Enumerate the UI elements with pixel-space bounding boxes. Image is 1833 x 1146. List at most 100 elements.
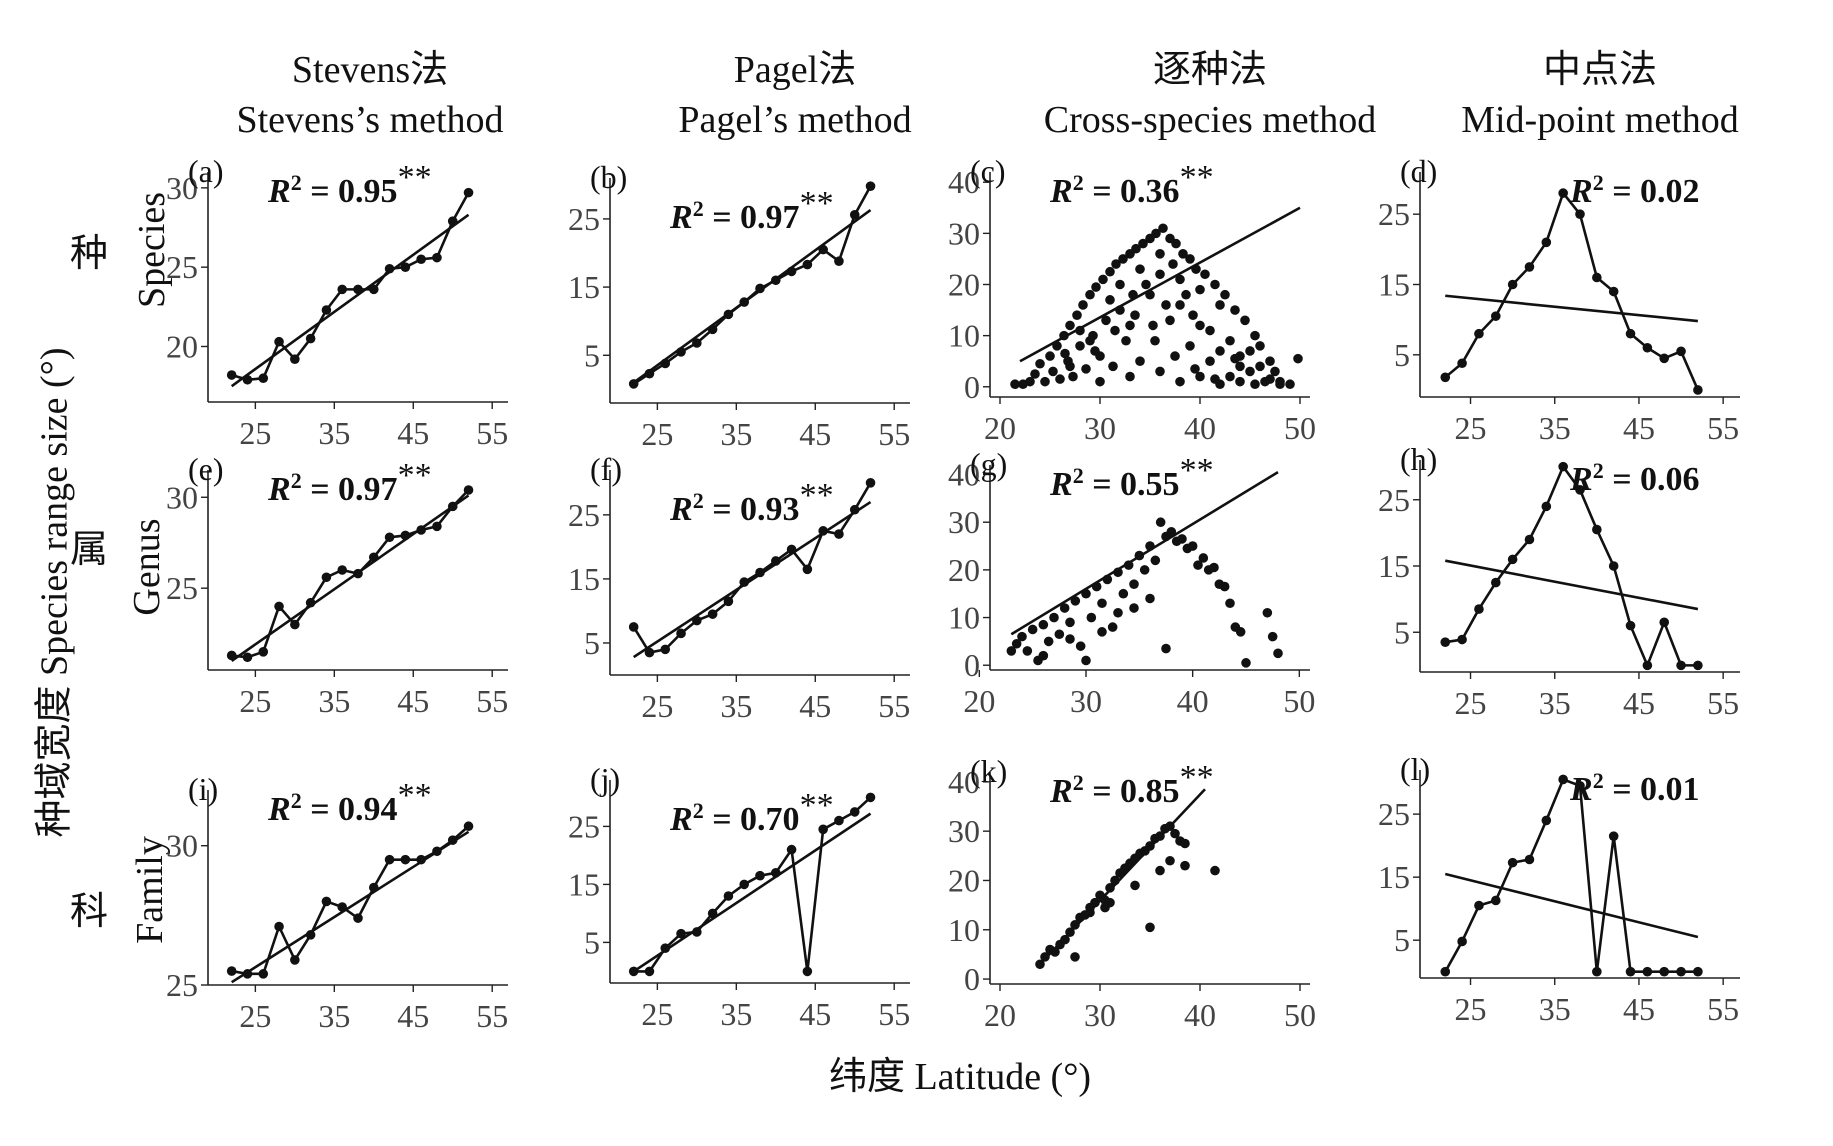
data-point (1185, 341, 1195, 351)
data-point (1642, 342, 1653, 353)
data-point (1107, 622, 1118, 632)
data-point (1161, 643, 1171, 654)
x-tick-label: 35 (720, 416, 752, 452)
y-tick-label: 30 (948, 813, 980, 849)
data-point (1440, 372, 1451, 383)
data-point (1105, 295, 1115, 305)
x-tick-label: 40 (1177, 683, 1209, 719)
data-point (1129, 579, 1139, 589)
fit-line (632, 500, 872, 659)
data-point (1241, 658, 1251, 668)
x-tick-label: 25 (641, 688, 673, 724)
data-point (416, 254, 426, 265)
data-point (1070, 952, 1080, 962)
y-tick-label: 5 (1394, 922, 1410, 958)
y-tick-label: 20 (166, 328, 198, 364)
data-point (1027, 624, 1038, 635)
data-point (1110, 875, 1120, 886)
data-point (1524, 262, 1535, 272)
data-point (226, 650, 237, 661)
x-tick-label: 50 (1284, 410, 1316, 446)
data-point (1219, 581, 1230, 592)
data-point (242, 374, 253, 385)
data-point (1115, 305, 1125, 315)
data-point (1240, 315, 1250, 326)
data-point (849, 210, 860, 220)
data-point (1210, 374, 1220, 384)
y-tick-label: 25 (1378, 482, 1410, 518)
data-point (1193, 560, 1203, 570)
x-tick-label: 55 (476, 683, 508, 719)
data-point (1161, 300, 1171, 310)
data-point (242, 969, 253, 979)
data-point (770, 868, 781, 878)
data-point (1060, 934, 1070, 945)
panel-i: 25 35 45 55 25 30 (i) R2 = 0.94** (166, 771, 508, 1034)
data-point (1141, 279, 1151, 290)
row-header-species-zh: 种 (70, 233, 109, 275)
y-tick-label: 30 (166, 828, 198, 864)
x-tick-label: 45 (799, 996, 831, 1032)
data-point (1175, 300, 1185, 310)
data-point (1457, 358, 1467, 369)
data-point (1642, 660, 1653, 671)
data-point (321, 572, 332, 583)
r2-annotation: R2 = 0.95** (267, 159, 432, 210)
data-point (1180, 838, 1190, 849)
data-point (1108, 361, 1118, 372)
data-point (1081, 655, 1091, 666)
data-point (305, 597, 316, 608)
data-point (1210, 865, 1220, 876)
data-point (1113, 567, 1123, 578)
data-point (416, 854, 426, 865)
data-point (1474, 900, 1484, 911)
data-point (1150, 555, 1161, 566)
data-point (1045, 351, 1055, 361)
data-point (1006, 646, 1017, 656)
x-tick-label: 35 (1539, 991, 1571, 1027)
data-point (1155, 865, 1165, 876)
y-tick-label: 30 (948, 215, 980, 251)
r2-annotation: R2 = 0.55** (1049, 452, 1214, 503)
data-point (707, 324, 718, 335)
data-point (1558, 774, 1568, 785)
data-point (1049, 612, 1059, 623)
y-tick-label: 15 (1378, 859, 1410, 895)
column-header-en: Stevens’s method (236, 99, 504, 141)
r2-annotation: R2 = 0.70** (669, 787, 834, 838)
y-tick-label: 25 (1378, 196, 1410, 232)
data-point (1038, 619, 1049, 630)
data-point (755, 283, 765, 294)
r2-annotation: R2 = 0.94** (267, 777, 432, 828)
column-header-pagel: Pagel法 Pagel’s method (625, 45, 965, 145)
data-point (1457, 936, 1467, 947)
data-point (1524, 854, 1535, 865)
y-tick-label: 0 (964, 647, 980, 683)
column-header-en: Cross-species method (1043, 99, 1377, 141)
x-tick-label: 35 (318, 998, 350, 1034)
data-point (1659, 353, 1670, 364)
data-point (1165, 821, 1175, 832)
data-point (1185, 254, 1195, 264)
data-point (1267, 631, 1278, 642)
data-point (1205, 356, 1215, 367)
y-tick-label: 15 (1378, 548, 1410, 584)
data-point (1490, 895, 1501, 906)
data-point (416, 525, 426, 535)
data-point (1693, 385, 1703, 395)
data-point (1091, 581, 1102, 592)
data-point (384, 263, 395, 274)
x-tick-label: 25 (1455, 991, 1487, 1027)
data-point (1105, 883, 1115, 893)
data-point (274, 921, 284, 932)
data-point (1101, 315, 1111, 326)
data-point (353, 913, 363, 923)
x-tick-label: 35 (1539, 685, 1571, 721)
data-point (1075, 341, 1085, 351)
data-point (1191, 264, 1201, 274)
data-point (644, 647, 655, 658)
